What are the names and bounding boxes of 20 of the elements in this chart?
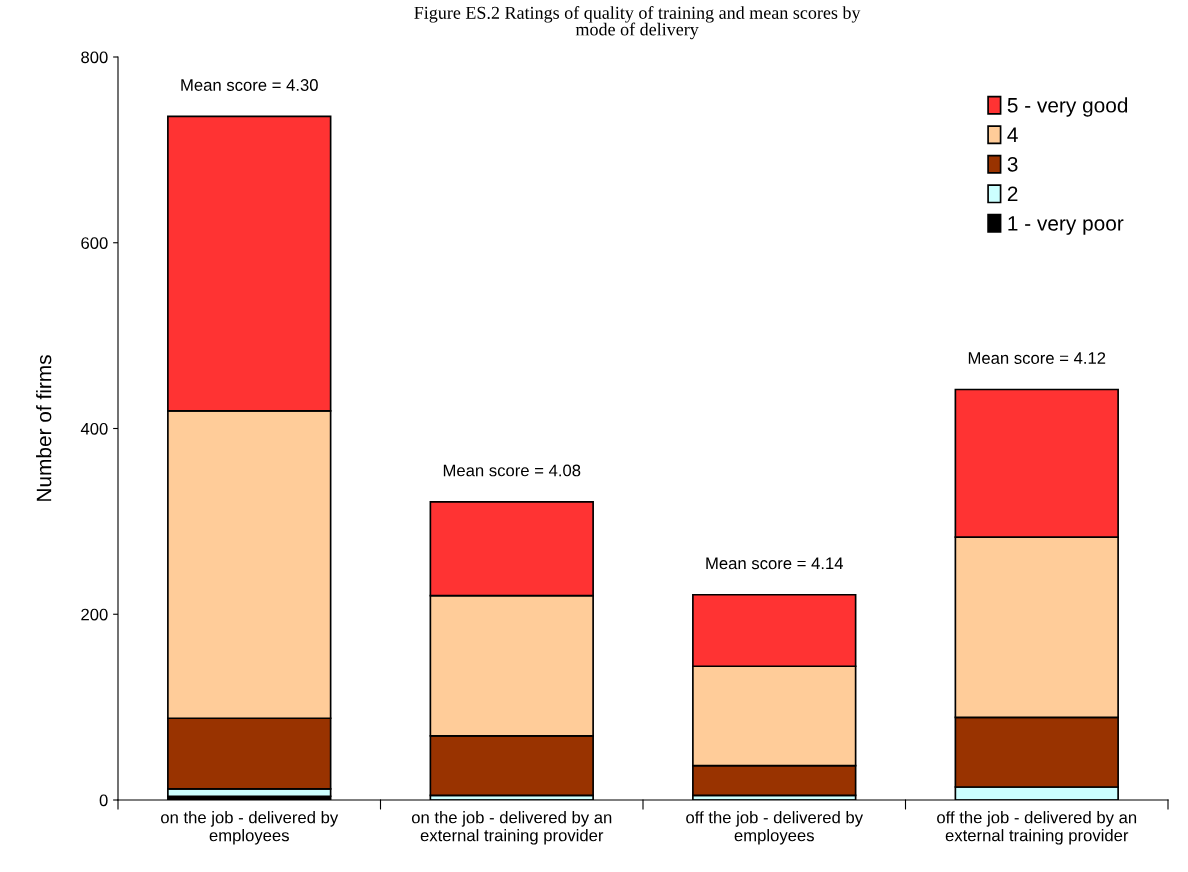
legend-label: 2	[1007, 186, 1018, 202]
x-tick-label: off the job - delivered by an external training provider	[937, 811, 1137, 845]
legend-label: 3	[1007, 156, 1018, 172]
annotation: Mean score = 4.12	[968, 352, 1106, 364]
chart-title: Figure ES.2 Ratings of quality of training and mean scores by mode of delivery	[414, 6, 861, 40]
annotation: Mean score = 4.30	[181, 79, 318, 91]
annotation: Mean score = 4.08	[443, 464, 581, 477]
legend-label: 4	[1007, 127, 1018, 142]
y-tick-label: 0	[99, 794, 108, 807]
annotation: Mean score = 4.14	[706, 557, 844, 570]
y-tick-label: 800	[81, 51, 108, 64]
y-tick-label: 600	[81, 237, 108, 249]
x-tick-label: on the job - delivered by an external training provider	[411, 811, 612, 845]
y-tick-label: 200	[81, 608, 108, 621]
x-tick-label: off the job - delivered by employees	[686, 811, 864, 845]
y-axis-title: Number of firms	[36, 355, 52, 501]
legend-label: 5 - very good	[1007, 97, 1128, 117]
x-tick-label: on the job - delivered by employees	[161, 811, 339, 845]
y-tick-label: 400	[80, 422, 108, 435]
legend-label: 1 - very poor	[1008, 216, 1124, 235]
